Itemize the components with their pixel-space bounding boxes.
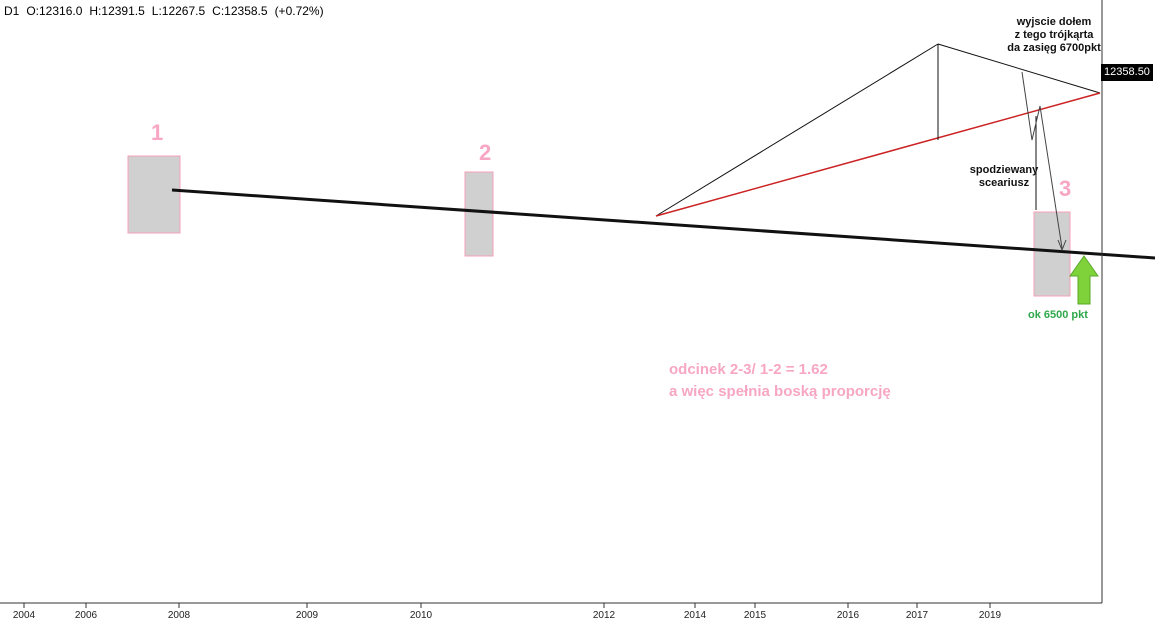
target-up-arrow-icon [1069,255,1099,305]
change-value: (+0.72%) [274,4,324,18]
breakout-text-3: da zasięg 6700pkt [1007,42,1101,54]
x-tick-label: 2015 [744,610,767,621]
triangle-upper-line [937,43,1101,94]
x-tick-label: 2012 [593,610,616,621]
current-price-tag: 12358.50 [1101,64,1153,81]
x-tick-label: 2019 [979,610,1002,621]
zone-2-label: 2 [479,140,492,165]
breakout-annotation: wyjscie dołem z tego trójkąrta da zasięg… [1006,16,1102,55]
ohlc-header: D1 O:12316.0 H:12391.5 L:12267.5 C:12358.5 (+… [4,4,331,18]
high-value: H:12391.5 [89,4,145,18]
scenario-annotation: spodziewany sceariusz [968,164,1040,190]
breakout-text-2: z tego trójkąrta [1014,29,1094,41]
scenario-text-1: spodziewany [969,164,1039,176]
low-value: L:12267.5 [151,4,206,18]
x-tick-label: 2014 [684,610,707,621]
x-tick-label: 2017 [906,610,929,621]
x-tick-label: 2010 [410,610,433,621]
scenario-path [1021,71,1063,249]
zone-2-box [464,171,494,257]
rise-line [655,43,939,217]
scenario-text-2: sceariusz [978,177,1030,189]
zone-1-label: 1 [151,120,164,145]
x-tick-label: 2004 [13,610,36,621]
ratio-text-1: odcinek 2-3/ 1-2 = 1.62 [669,361,828,378]
ratio-text-2: a więc spełnia boską proporcję [669,383,891,400]
x-tick-label: 2016 [837,610,860,621]
zone-3-label: 3 [1059,176,1072,201]
target-annotation: ok 6500 pkt [1028,309,1088,321]
long-term-trendline [171,188,1155,260]
scenario-arrowhead [1057,239,1067,252]
timeframe-label: D1 [4,4,20,18]
triangle-lower-line [655,92,1101,217]
zone-3-box [1033,211,1071,297]
x-tick-label: 2006 [75,610,98,621]
breakout-text-1: wyjscie dołem [1016,16,1092,28]
x-tick-label: 2009 [296,610,319,621]
close-value: C:12358.5 [212,4,268,18]
x-tick-label: 2008 [168,610,191,621]
open-value: O:12316.0 [26,4,83,18]
ratio-annotation: odcinek 2-3/ 1-2 = 1.62 a więc spełnia b… [669,359,891,403]
zone-1-box [127,155,181,234]
